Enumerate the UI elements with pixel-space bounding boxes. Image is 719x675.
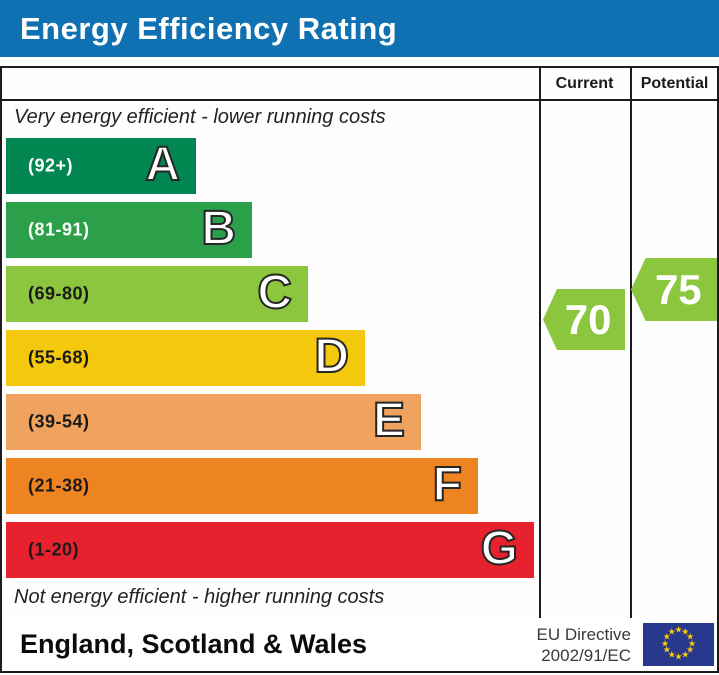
eu-directive-line1: EU Directive <box>536 624 631 644</box>
eu-flag-star: ★ <box>674 652 683 663</box>
band-bar-c: (69-80) C <box>6 266 308 322</box>
eu-flag-star: ★ <box>686 632 695 643</box>
band-letter: E <box>372 394 406 448</box>
eu-flag-star: ★ <box>662 645 671 656</box>
eu-flag-star: ★ <box>662 632 671 643</box>
column-header-potential: Potential <box>640 75 709 92</box>
potential-rating-value: 75 <box>654 265 702 313</box>
column-header-current: Current <box>555 75 614 92</box>
eu-flag-star: ★ <box>681 650 690 661</box>
title-bar: Energy Efficiency Rating <box>0 0 719 57</box>
band-bar-d: (55-68) D <box>6 330 365 386</box>
current-rating-arrow: 70 <box>543 289 625 350</box>
band-bar-e: (39-54) E <box>6 394 421 450</box>
band-range-label: (69-80) <box>28 283 90 304</box>
band-letter: F <box>432 458 463 512</box>
eu-flag-star: ★ <box>667 650 676 661</box>
rating-table: Current Potential Very energy efficient … <box>0 66 719 620</box>
potential-rating-arrow: 75 <box>631 258 717 321</box>
page-title: Energy Efficiency Rating <box>20 10 398 46</box>
eu-flag-icon: ★ ★ ★ ★ ★ ★ ★ ★ ★ ★ ★ ★ <box>643 623 714 666</box>
band-range-label: (55-68) <box>28 347 90 368</box>
band-letter: G <box>480 522 519 576</box>
band-letter: C <box>256 266 293 320</box>
current-rating-value: 70 <box>564 295 612 343</box>
band-bar-f: (21-38) F <box>6 458 478 514</box>
footer-bar: England, Scotland & Wales EU Directive 2… <box>0 618 719 673</box>
band-range-label: (21-38) <box>28 475 90 496</box>
eu-flag-star: ★ <box>660 639 670 649</box>
band-range-label: (39-54) <box>28 411 90 432</box>
band-letter: D <box>313 330 350 384</box>
band-letter: A <box>144 138 181 192</box>
column-divider-potential <box>630 68 632 618</box>
top-note: Very energy efficient - lower running co… <box>14 106 386 128</box>
eu-flag-star: ★ <box>667 627 676 638</box>
band-range-label: (81-91) <box>28 219 90 240</box>
eu-flag-star: ★ <box>686 645 695 656</box>
table-header-row <box>2 68 717 101</box>
band-bar-b: (81-91) B <box>6 202 252 258</box>
band-bar-g: (1-20) G <box>6 522 534 578</box>
band-bar-a: (92+) A <box>6 138 196 194</box>
eu-directive-line2: 2002/91/EC <box>541 645 631 665</box>
band-range-label: (1-20) <box>28 539 80 560</box>
eu-directive-label: EU Directive 2002/91/EC <box>537 623 631 666</box>
eu-flag-star: ★ <box>681 627 690 638</box>
eu-flag-star: ★ <box>674 625 683 636</box>
band-range-label: (92+) <box>28 155 74 176</box>
region-label: England, Scotland & Wales <box>20 629 368 659</box>
bottom-note: Not energy efficient - higher running co… <box>14 586 385 608</box>
band-letter: B <box>200 202 237 256</box>
eu-flag-star: ★ <box>687 639 697 649</box>
column-divider-current <box>539 68 541 618</box>
